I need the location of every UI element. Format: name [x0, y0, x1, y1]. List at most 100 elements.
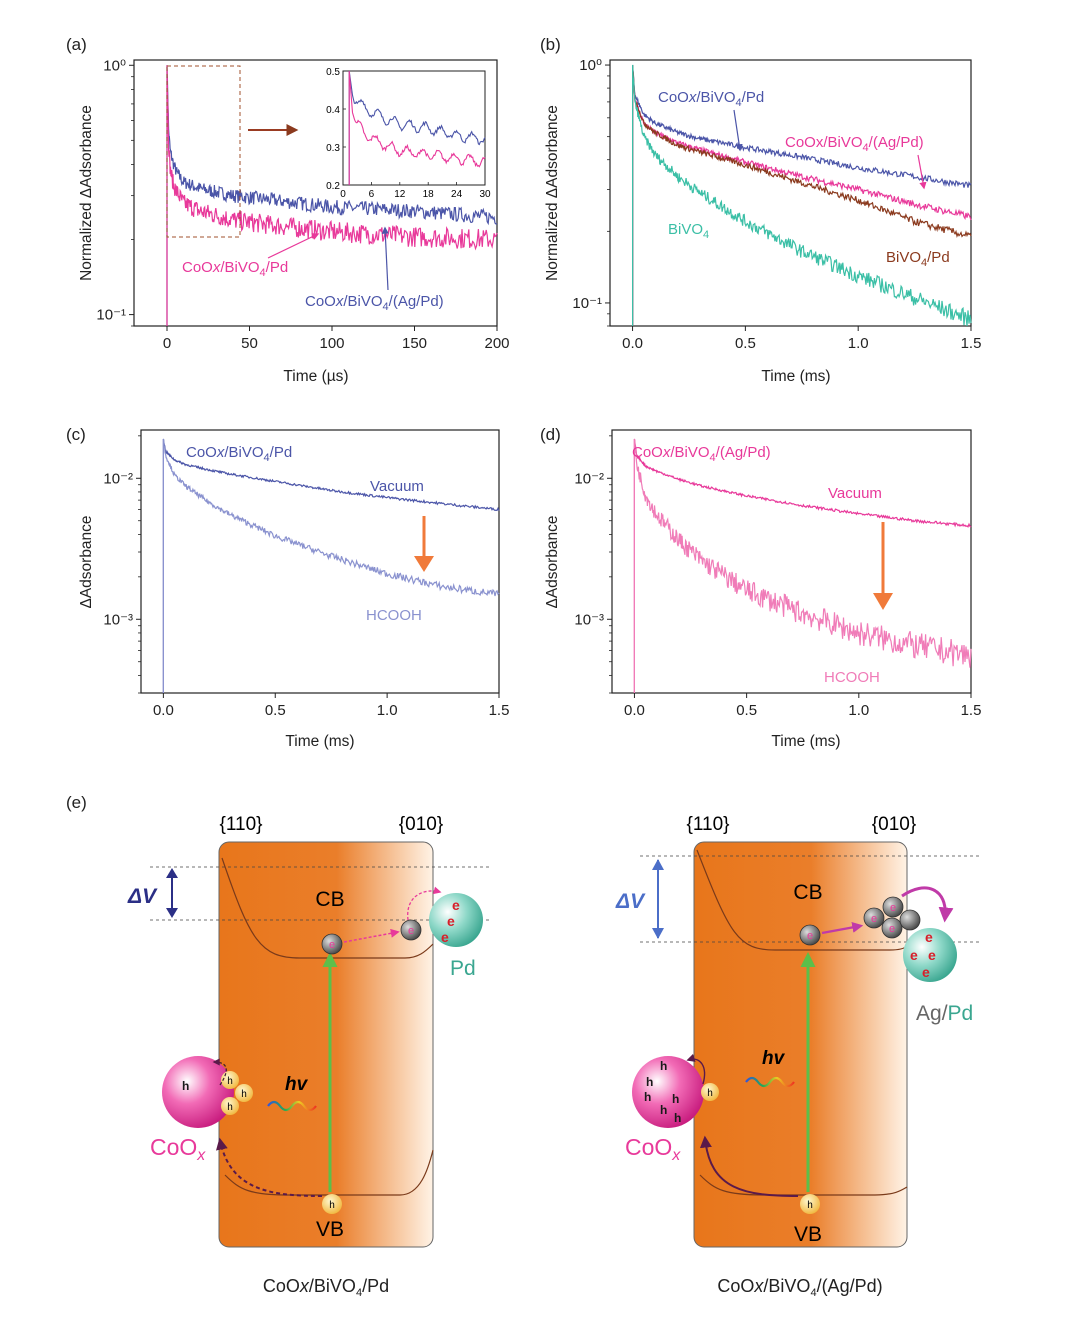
series-group — [632, 64, 972, 327]
series-line — [632, 64, 972, 326]
panel-d: 0.0 0.5 1.0 1.510⁻³10⁻² CoOx/BiVO4/(Ag/Pd) … — [544, 429, 981, 750]
x-tick-label: 100 — [319, 335, 344, 352]
hole-symbol: h — [660, 1103, 667, 1117]
x-tick-label: 1.5 — [489, 702, 510, 719]
inset-x-tick-label: 18 — [423, 189, 435, 200]
x-axis-label: Time (ms) — [771, 733, 840, 750]
y-tick-label: 10⁻² — [103, 470, 133, 487]
y-axis-label: Normalized ΔAdsorbance — [78, 105, 95, 281]
hv-label: hv — [285, 1074, 309, 1095]
y-axis-label: ΔAdsorbance — [544, 515, 561, 608]
annotation-arrow — [917, 154, 927, 190]
panel-label-e: (e) — [66, 793, 87, 812]
hole-symbol: h — [674, 1111, 681, 1125]
hole-migration-arrow — [699, 1135, 799, 1197]
hole-symbol: h — [182, 1079, 189, 1093]
electron-symbol: e — [928, 947, 936, 963]
inset-axes-group: 0 6 12 18 24 30 0.2 0.3 0.4 0.5 — [326, 67, 491, 200]
annotation-arrow — [733, 109, 743, 152]
inset-series-line — [348, 70, 486, 185]
hole-transfer-arrow — [686, 1053, 706, 1085]
hole-icon — [235, 1084, 253, 1102]
series-group — [166, 65, 498, 326]
hole-migration-arrow — [216, 1137, 323, 1197]
y-axis-label: Normalized ΔAdsorbance — [544, 105, 561, 281]
annotation-hcooh: HCOOH — [366, 607, 422, 624]
delta-v-arrow-down — [166, 908, 178, 918]
axes-group: 0.0 0.5 1.0 1.5 10⁻¹ 10⁰ — [572, 57, 981, 352]
x-tick-label: 0 — [163, 335, 171, 352]
y-tick-label: 10⁻³ — [103, 611, 133, 628]
delta-v-arrow-down — [652, 928, 664, 939]
x-tick-label: 1.0 — [377, 702, 398, 719]
annotation-vacuum: Vacuum — [828, 485, 882, 502]
plot-frame — [133, 59, 498, 327]
hole-symbol: h — [644, 1090, 651, 1104]
cb-label: CB — [315, 888, 344, 911]
coox-particle — [632, 1056, 704, 1128]
annotation-arrow — [267, 233, 320, 259]
annotation-coox-bivo4-pd: CoOx/BiVO4/Pd — [186, 444, 292, 464]
x-axis-label: Time (ms) — [761, 368, 830, 385]
inset-x-tick-label: 0 — [340, 189, 346, 200]
vb-band-curve — [224, 1149, 434, 1196]
pd-particle — [903, 928, 957, 982]
axes-group: 0 50 100 150 200 10⁻¹ 10⁰ — [96, 57, 509, 352]
electron-symbol: e — [871, 913, 877, 925]
ag-electron-icon — [882, 896, 904, 918]
electron-symbol: e — [441, 929, 449, 945]
annotation-coox-bivo4-pd: CoOx/BiVO4/Pd — [182, 259, 288, 279]
coox-particle — [162, 1056, 234, 1128]
x-axis-label: Time (ms) — [285, 733, 354, 750]
coox-label: CoOx — [150, 1134, 206, 1164]
electron-transfer-arrow — [343, 928, 400, 943]
inset-x-tick-label: 24 — [451, 189, 463, 200]
hole-icon — [322, 1194, 342, 1214]
inset-x-tick-label: 6 — [369, 189, 375, 200]
hole-symbol: h — [241, 1089, 247, 1100]
vb-label: VB — [316, 1218, 344, 1241]
electron-icon — [799, 924, 821, 946]
quench-arrow-head — [414, 556, 434, 572]
inset-y-tick-label: 0.5 — [326, 67, 340, 78]
electron-transfer-arrow — [821, 921, 864, 935]
series-line — [162, 438, 500, 693]
x-tick-label: 1.0 — [848, 335, 869, 352]
electron-symbol: e — [447, 913, 455, 929]
hole-symbol: h — [646, 1075, 653, 1089]
hole-symbol: h — [672, 1092, 679, 1106]
y-tick-label: 10⁰ — [103, 57, 126, 74]
coox-label: CoOx — [625, 1134, 681, 1164]
hole-icon — [800, 1194, 820, 1214]
electron-icon — [321, 933, 343, 955]
annotation-coox-bivo4-agpd: CoOx/BiVO4/(Ag/Pd) — [632, 444, 771, 464]
schematic-caption-right: CoOx/BiVO4/(Ag/Pd) — [717, 1276, 882, 1299]
inset-y-tick-label: 0.2 — [326, 181, 340, 192]
annotation-coox-bivo4-pd: CoOx/BiVO4/Pd — [658, 89, 764, 109]
hole-symbol: h — [707, 1088, 713, 1099]
series-line — [162, 438, 500, 693]
y-tick-label: 10⁻³ — [574, 611, 604, 628]
hole-icon — [701, 1083, 719, 1101]
delta-v-arrow-up — [652, 859, 664, 870]
delta-v-label: ΔV — [127, 885, 158, 908]
electron-symbol: e — [452, 897, 460, 913]
pd-particle — [429, 893, 483, 947]
x-tick-label: 0.5 — [265, 702, 286, 719]
electron-symbol: e — [922, 964, 930, 980]
y-tick-label: 10⁻² — [574, 470, 604, 487]
series-line — [166, 65, 498, 326]
bivo4-crystal — [218, 841, 434, 1248]
annotation-hcooh: HCOOH — [824, 669, 880, 686]
x-tick-label: 1.5 — [961, 335, 982, 352]
electron-symbol: e — [807, 930, 813, 942]
series-line — [166, 65, 498, 326]
inset-x-tick-label: 30 — [479, 189, 491, 200]
inset-frame — [342, 70, 486, 186]
annotation-arrow — [381, 226, 389, 291]
series-line — [632, 64, 972, 327]
electron-storage-arrow — [407, 886, 442, 921]
vb-label: VB — [794, 1223, 822, 1246]
electron-symbol: e — [408, 925, 414, 937]
